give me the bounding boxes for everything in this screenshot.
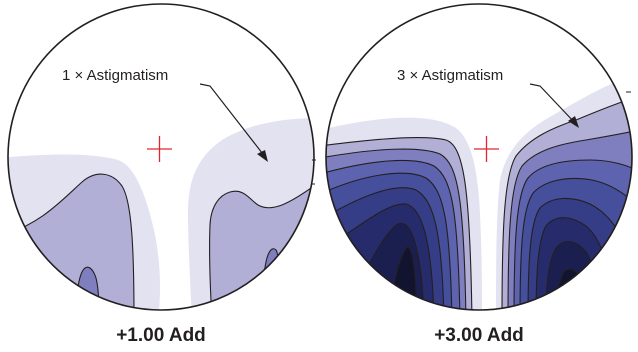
right-callout-label: 3 × Astigmatism xyxy=(397,67,503,84)
right-lens-plot: 3 × Astigmatism +3.00 Add xyxy=(325,3,633,346)
left-callout-label: 1 × Astigmatism xyxy=(62,67,168,84)
left-callout-arrow xyxy=(199,83,268,162)
right-lens-outline xyxy=(325,3,633,311)
left-lens-outline xyxy=(7,3,315,311)
right-caption: +3.00 Add xyxy=(434,325,524,346)
left-caption: +1.00 Add xyxy=(116,325,206,346)
left-center-cross xyxy=(147,136,172,162)
right-callout-arrow xyxy=(529,83,579,128)
right-center-cross xyxy=(474,136,499,162)
left-lens-plot: 1 × Astigmatism +1.00 Add xyxy=(7,3,316,346)
